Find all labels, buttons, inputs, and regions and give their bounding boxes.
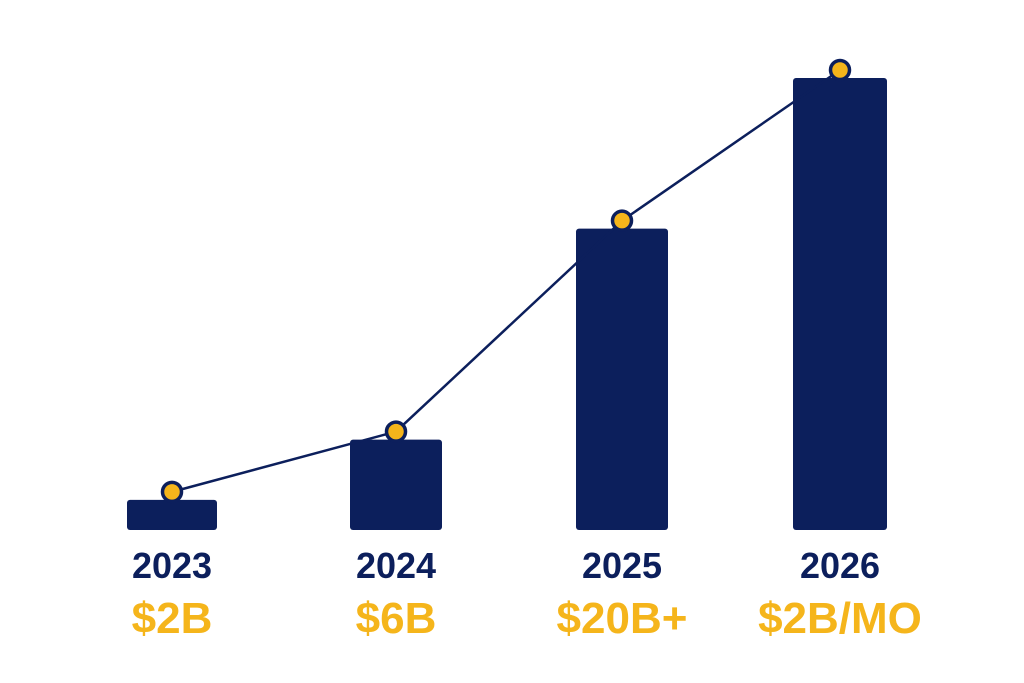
year-label-2025: 2025 (582, 545, 662, 586)
value-label-2026: $2B/MO (758, 594, 922, 643)
year-label-2023: 2023 (132, 545, 212, 586)
bars-group (127, 78, 887, 530)
bar-2024 (350, 439, 442, 530)
bar-2026 (793, 78, 887, 530)
marker-2024 (384, 420, 408, 443)
marker-2025 (610, 209, 634, 232)
bar-2023 (127, 499, 217, 530)
labels-group: 2023 $2B 2024 $6B 2025 $20B+ 2026 $2B/MO (132, 545, 922, 643)
marker-2023 (160, 480, 184, 504)
value-label-2025: $20B+ (557, 594, 688, 643)
value-label-2024: $6B (356, 594, 437, 643)
markers-group (160, 58, 852, 504)
trend-line-group (171, 68, 841, 494)
year-label-2024: 2024 (356, 545, 436, 586)
value-label-2023: $2B (132, 594, 213, 643)
bar-2025 (576, 228, 668, 530)
trend-line (171, 68, 841, 494)
marker-2026 (828, 58, 852, 82)
year-label-2026: 2026 (800, 545, 880, 586)
